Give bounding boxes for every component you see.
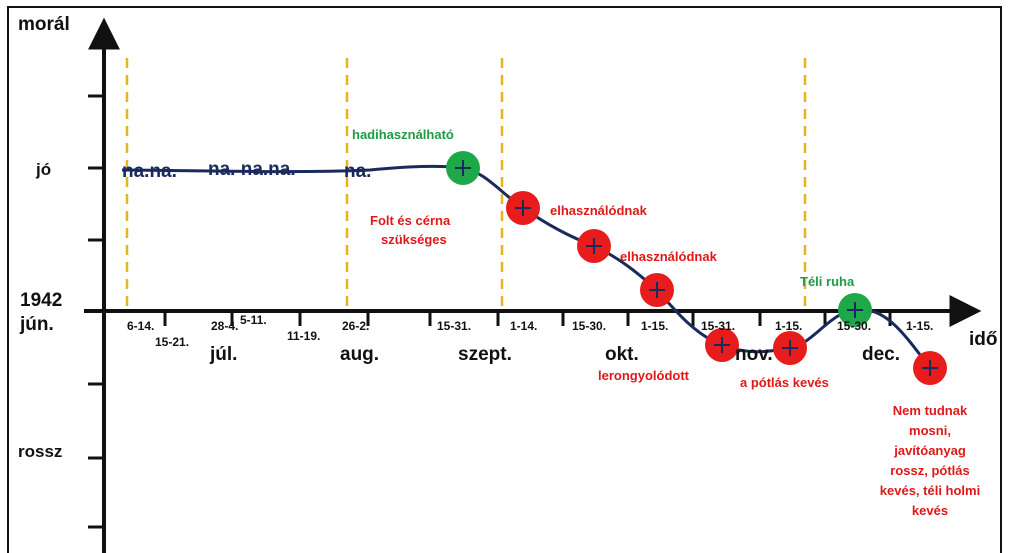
marker-lerongyolodott <box>705 328 739 362</box>
annotation-elhasznalodnak: elhasználódnak <box>550 203 648 218</box>
diagram-frame <box>7 6 1002 553</box>
flat-period-text: na. na.na. <box>208 159 296 180</box>
y-level-bad: rossz <box>18 442 62 461</box>
month-label: szept. <box>458 344 512 365</box>
date-tick-label: 1-14. <box>510 319 537 333</box>
start-month-label: jún. <box>19 314 54 335</box>
date-tick-label: 6-14. <box>127 319 154 333</box>
start-year-label: 1942 <box>20 290 62 311</box>
annotation-lerongyolodott: lerongyolódott <box>598 368 690 383</box>
x-axis-title: idő <box>969 329 998 350</box>
marker-final <box>913 351 947 385</box>
morale-curve <box>121 164 932 369</box>
annotation-final-line: kevés, téli holmi <box>880 483 980 498</box>
marker-potlas-keves <box>773 331 807 365</box>
marker-elhasznalodnak-2 <box>640 273 674 307</box>
annotation-final-line: rossz, pótlás <box>890 463 969 478</box>
annotation-teli-ruha: Téli ruha <box>800 274 855 289</box>
date-tick-label: 28-4. <box>211 319 238 333</box>
annotation-final-line: Nem tudnak <box>893 403 968 418</box>
date-tick-label: 15-31. <box>701 319 735 333</box>
x-ticks <box>163 311 892 326</box>
date-tick-label: 15-31. <box>437 319 471 333</box>
y-level-good: jó <box>35 160 51 179</box>
month-label: nov. <box>735 344 773 365</box>
date-tick-label: 11-19. <box>287 329 320 343</box>
date-tick-label: 1-15. <box>906 319 933 333</box>
date-tick-label: 15-30. <box>572 319 606 333</box>
y-axis-title: morál <box>18 14 70 35</box>
marker-elhasznalodnak <box>577 229 611 263</box>
annotation-final-line: mosni, <box>909 423 951 438</box>
annotation-final-line: kevés <box>912 503 948 518</box>
marker-teli-ruha <box>838 293 872 327</box>
annotation-potlas-keves: a pótlás kevés <box>740 375 829 390</box>
marker-hadihasznalhato <box>446 151 480 185</box>
month-label: júl. <box>209 344 237 365</box>
y-ticks <box>88 94 104 529</box>
annotation-folt: szükséges <box>381 232 447 247</box>
annotation-elhasznalodnak: elhasználódnak <box>620 249 718 264</box>
month-label: okt. <box>605 344 639 365</box>
date-tick-label: 1-15. <box>641 319 668 333</box>
month-label: dec. <box>862 344 900 365</box>
date-tick-label: 15-30. <box>837 319 871 333</box>
annotation-folt: Folt és cérna <box>370 213 451 228</box>
annotation-final-line: javítóanyag <box>893 443 966 458</box>
marker-folt <box>506 191 540 225</box>
date-tick-label: 1-15. <box>775 319 802 333</box>
date-tick-label: 26-2. <box>342 319 369 333</box>
flat-period-text: na.na. <box>122 161 177 182</box>
date-tick-label: 15-21. <box>155 335 189 349</box>
annotation-hadihasznalhato: hadihasználható <box>352 127 454 142</box>
month-label: aug. <box>340 344 379 365</box>
flat-period-text: na. <box>344 161 371 182</box>
date-tick-label: 5-11. <box>240 313 267 327</box>
